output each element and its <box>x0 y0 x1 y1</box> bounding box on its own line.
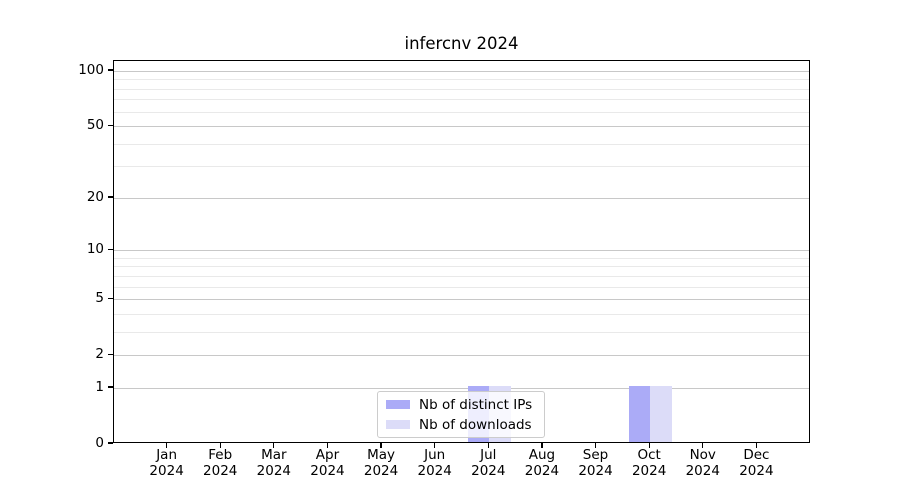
x-tick-mark-may <box>380 443 382 448</box>
y-tick-label-5: 5 <box>95 290 104 307</box>
x-tick-mark-aug <box>541 443 543 448</box>
x-tick-label-jul: Jul 2024 <box>471 447 506 479</box>
y-tick-label-0: 0 <box>95 435 104 451</box>
y-tick-label-10: 10 <box>86 241 104 258</box>
y-tick-label-1: 1 <box>95 378 104 395</box>
legend: Nb of distinct IPs Nb of downloads <box>377 391 545 438</box>
x-tick-mark-oct <box>648 443 650 448</box>
x-tick-label-nov: Nov 2024 <box>685 447 720 479</box>
legend-row-nb-of-distinct-ips: Nb of distinct IPs <box>386 396 544 413</box>
gridline-minor-70 <box>114 99 809 101</box>
y-tick-label-50: 50 <box>86 117 104 134</box>
gridline-major-10 <box>114 250 809 252</box>
legend-swatch-nb-of-downloads <box>386 420 410 429</box>
x-tick-label-dec: Dec 2024 <box>739 447 774 479</box>
x-tick-mark-sep <box>594 443 597 448</box>
gridline-major-2 <box>114 355 809 357</box>
x-tick-mark-apr <box>326 443 329 448</box>
y-tick-mark-20 <box>108 196 113 198</box>
legend-label-nb-of-distinct-ips: Nb of distinct IPs <box>419 396 533 413</box>
x-tick-label-mar: Mar 2024 <box>256 447 292 479</box>
y-tick-mark-50 <box>108 124 113 126</box>
x-tick-label-aug: Aug 2024 <box>524 447 560 479</box>
y-tick-mark-2 <box>108 353 113 355</box>
y-tick-mark-5 <box>108 297 113 299</box>
gridline-minor-30 <box>114 166 809 168</box>
x-tick-mark-mar <box>273 443 275 448</box>
x-tick-label-jun: Jun 2024 <box>417 447 452 479</box>
gridline-minor-7 <box>114 275 809 277</box>
x-tick-label-oct: Oct 2024 <box>631 447 667 479</box>
y-tick-label-2: 2 <box>95 346 104 363</box>
y-tick-mark-100 <box>108 69 113 71</box>
plot-area <box>113 60 810 443</box>
x-tick-label-apr: Apr 2024 <box>310 447 345 479</box>
gridline-major-50 <box>114 126 809 128</box>
gridline-minor-90 <box>114 79 809 81</box>
bar-nb-of-distinct-ips-oct <box>628 385 651 442</box>
y-tick-mark-0 <box>108 442 113 444</box>
x-tick-mark-jun <box>434 443 436 448</box>
gridline-major-1 <box>114 387 809 389</box>
x-tick-label-sep: Sep 2024 <box>578 447 613 479</box>
gridline-major-100 <box>114 71 809 72</box>
x-tick-label-may: May 2024 <box>363 447 399 479</box>
x-tick-mark-jan <box>166 443 168 448</box>
x-tick-mark-feb <box>219 443 221 448</box>
x-tick-label-jan: Jan 2024 <box>149 447 184 479</box>
gridline-minor-80 <box>114 88 809 90</box>
gridline-major-20 <box>114 197 809 199</box>
gridline-minor-3 <box>114 331 809 333</box>
y-tick-mark-1 <box>108 386 113 388</box>
gridline-major-5 <box>114 299 809 301</box>
bar-nb-of-downloads-oct <box>650 385 672 442</box>
gridline-minor-6 <box>114 286 809 288</box>
gridline-minor-4 <box>114 313 809 315</box>
gridline-minor-9 <box>114 257 809 259</box>
x-tick-mark-nov <box>702 443 704 448</box>
legend-row-nb-of-downloads: Nb of downloads <box>386 416 544 433</box>
legend-label-nb-of-downloads: Nb of downloads <box>419 416 532 433</box>
x-tick-mark-dec <box>755 443 757 448</box>
x-tick-mark-jul <box>487 443 489 448</box>
y-tick-label-100: 100 <box>78 62 104 78</box>
x-tick-label-feb: Feb 2024 <box>203 447 238 479</box>
y-tick-mark-10 <box>108 248 113 250</box>
chart-title: infercnv 2024 <box>404 34 519 53</box>
gridline-minor-60 <box>114 111 809 113</box>
legend-swatch-nb-of-distinct-ips <box>386 400 410 409</box>
gridline-minor-40 <box>114 143 809 145</box>
y-tick-label-20: 20 <box>86 188 104 205</box>
gridline-minor-8 <box>114 266 809 268</box>
